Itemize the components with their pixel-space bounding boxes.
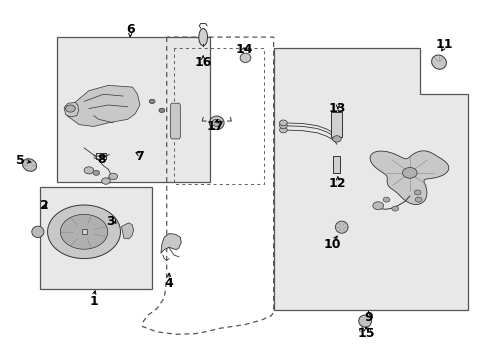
- FancyBboxPatch shape: [81, 229, 87, 234]
- Ellipse shape: [240, 53, 250, 63]
- Text: 12: 12: [327, 177, 345, 190]
- Circle shape: [279, 120, 287, 126]
- Polygon shape: [67, 85, 140, 126]
- Ellipse shape: [32, 226, 44, 238]
- Polygon shape: [369, 151, 448, 204]
- Circle shape: [159, 108, 164, 112]
- Text: 9: 9: [364, 311, 372, 324]
- Circle shape: [332, 136, 341, 142]
- PathPatch shape: [273, 48, 467, 310]
- Text: 1: 1: [89, 295, 98, 308]
- Text: 8: 8: [97, 153, 105, 166]
- Polygon shape: [47, 205, 120, 258]
- Circle shape: [65, 105, 75, 112]
- Text: 16: 16: [194, 55, 211, 69]
- Bar: [330, 112, 341, 137]
- Text: 2: 2: [40, 198, 48, 212]
- Ellipse shape: [199, 28, 207, 46]
- Text: 11: 11: [434, 38, 452, 51]
- Bar: [333, 156, 340, 173]
- Text: 17: 17: [206, 120, 224, 133]
- Ellipse shape: [431, 55, 446, 69]
- Text: 6: 6: [126, 23, 134, 36]
- Text: 15: 15: [357, 327, 374, 340]
- Text: 3: 3: [106, 215, 115, 228]
- Polygon shape: [121, 223, 133, 239]
- Circle shape: [84, 167, 94, 174]
- Circle shape: [402, 167, 416, 178]
- Text: 7: 7: [135, 150, 144, 163]
- Text: 4: 4: [164, 277, 173, 290]
- Ellipse shape: [358, 315, 371, 327]
- Circle shape: [382, 197, 389, 202]
- Text: 5: 5: [17, 154, 25, 167]
- Circle shape: [109, 173, 117, 180]
- Circle shape: [413, 190, 420, 195]
- Text: 14: 14: [235, 43, 253, 56]
- Circle shape: [414, 197, 421, 202]
- Bar: [57, 37, 210, 182]
- Polygon shape: [60, 215, 107, 249]
- Circle shape: [279, 123, 287, 129]
- Ellipse shape: [335, 221, 347, 233]
- Ellipse shape: [22, 159, 37, 171]
- Circle shape: [372, 202, 383, 210]
- Circle shape: [93, 170, 100, 175]
- Circle shape: [279, 127, 287, 133]
- Circle shape: [102, 178, 110, 184]
- Circle shape: [211, 119, 221, 126]
- Text: 13: 13: [327, 102, 345, 115]
- Polygon shape: [161, 234, 181, 253]
- Polygon shape: [64, 103, 79, 117]
- Bar: [40, 187, 152, 289]
- Circle shape: [149, 99, 155, 104]
- Ellipse shape: [209, 116, 224, 130]
- Text: 10: 10: [323, 238, 340, 251]
- Polygon shape: [170, 103, 180, 139]
- Circle shape: [391, 206, 398, 211]
